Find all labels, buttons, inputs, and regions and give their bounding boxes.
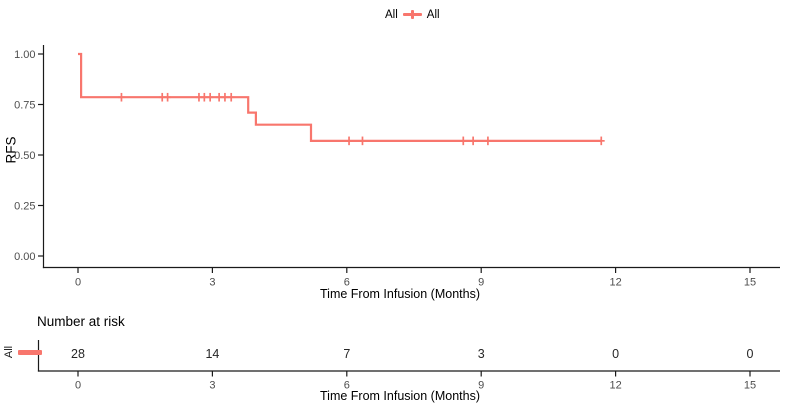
main-y-tick-label: 0.75 [14, 99, 35, 111]
y-axis-title: RFS [3, 136, 19, 164]
risk-value: 28 [71, 347, 85, 361]
legend-plus-icon [410, 10, 414, 19]
risk-value: 3 [478, 347, 485, 361]
risk-x-axis-title: Time From Infusion (Months) [320, 389, 480, 403]
legend: All All [385, 8, 440, 21]
main-y-tick-label: 0.50 [14, 150, 35, 162]
main-x-tick-label: 12 [609, 277, 621, 289]
risk-x-tick-label: 6 [344, 380, 350, 392]
risk-value: 7 [343, 347, 350, 361]
risk-x-tick-label: 12 [609, 380, 621, 392]
main-x-tick-label: 3 [209, 277, 215, 289]
km-curve-all [78, 52, 602, 142]
risk-x-tick-label: 3 [209, 380, 215, 392]
main-x-tick-label: 0 [75, 277, 81, 289]
main-y-tick-label: 1.00 [14, 49, 35, 61]
risk-table-title: Number at risk [37, 314, 125, 329]
risk-x-tick-label: 15 [744, 380, 756, 392]
legend-title: All [385, 8, 398, 21]
risk-x-tick-label: 9 [478, 380, 484, 392]
main-x-tick-label: 9 [478, 277, 484, 289]
risk-x-tick-label: 0 [75, 380, 81, 392]
legend-label: All [426, 8, 440, 21]
risk-value: 14 [205, 347, 219, 361]
risk-row-label: All [3, 345, 15, 359]
risk-value: 0 [612, 347, 619, 361]
main-x-tick-label: 15 [744, 277, 756, 289]
main-x-tick-label: 6 [344, 277, 350, 289]
x-axis-title: Time From Infusion (Months) [320, 287, 480, 301]
main-y-tick-label: 0.00 [14, 251, 35, 263]
risk-row-marker [18, 350, 42, 355]
legend-key-icon [402, 8, 422, 21]
main-y-tick-label: 0.25 [14, 200, 35, 212]
risk-value: 0 [747, 347, 754, 361]
